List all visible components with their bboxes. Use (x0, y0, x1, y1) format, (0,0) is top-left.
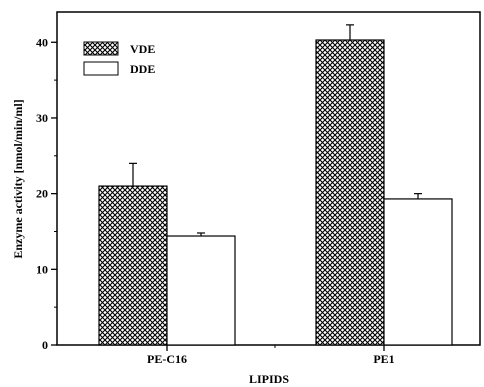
x-tick-label: PE-C16 (147, 352, 187, 366)
bar-vde (98, 185, 168, 346)
y-tick-label: 40 (36, 35, 48, 49)
legend-label-dde: DDE (130, 62, 155, 76)
y-tick-label: 30 (36, 111, 48, 125)
y-tick-label: 0 (42, 338, 48, 352)
bar-dde (383, 198, 453, 346)
bar-dde (166, 235, 236, 346)
bar-vde (315, 39, 385, 346)
legend-swatch-dde (83, 61, 119, 76)
legend-swatch-vde (83, 41, 119, 56)
x-axis-title: LIPIDS (249, 372, 289, 386)
y-axis-title: Enzyme activity [nmol/min/ml] (11, 99, 25, 258)
y-tick-label: 10 (36, 262, 48, 276)
legend-label-vde: VDE (130, 42, 155, 56)
plot-frame (56, 11, 481, 346)
x-tick-label: PE1 (373, 352, 394, 366)
y-tick-label: 20 (36, 187, 48, 201)
